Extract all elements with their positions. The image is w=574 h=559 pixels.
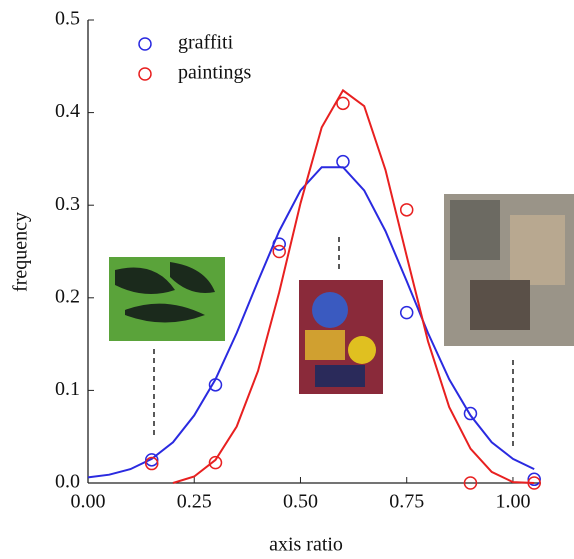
legend-label: paintings	[178, 62, 252, 84]
x-tick-label: 0.25	[177, 491, 212, 513]
x-tick-label: 0.00	[71, 491, 106, 513]
data-point	[273, 246, 285, 258]
chart: axis ratio frequency 0.00.10.20.30.40.50…	[0, 0, 574, 559]
legend-label: graffiti	[178, 32, 234, 54]
y-axis-label: frequency	[10, 212, 32, 292]
inset-graffiti	[299, 280, 383, 394]
data-point	[401, 307, 413, 319]
x-tick-label: 0.75	[389, 491, 424, 513]
x-tick-label: 1.00	[495, 491, 530, 513]
x-axis-label: axis ratio	[269, 534, 343, 556]
y-tick-label: 0.4	[55, 100, 80, 122]
y-tick-label: 0.0	[55, 471, 80, 493]
data-point	[337, 97, 349, 109]
y-tick-label: 0.1	[55, 378, 80, 400]
legend-marker	[139, 38, 151, 50]
x-tick-label: 0.50	[283, 491, 318, 513]
inset-whales	[109, 257, 225, 341]
y-tick-label: 0.3	[55, 193, 80, 215]
y-tick-label: 0.2	[55, 285, 80, 307]
data-point	[401, 204, 413, 216]
inset-painting	[444, 194, 574, 346]
y-tick-label: 0.5	[55, 8, 80, 30]
legend-marker	[139, 68, 151, 80]
data-point	[337, 156, 349, 168]
